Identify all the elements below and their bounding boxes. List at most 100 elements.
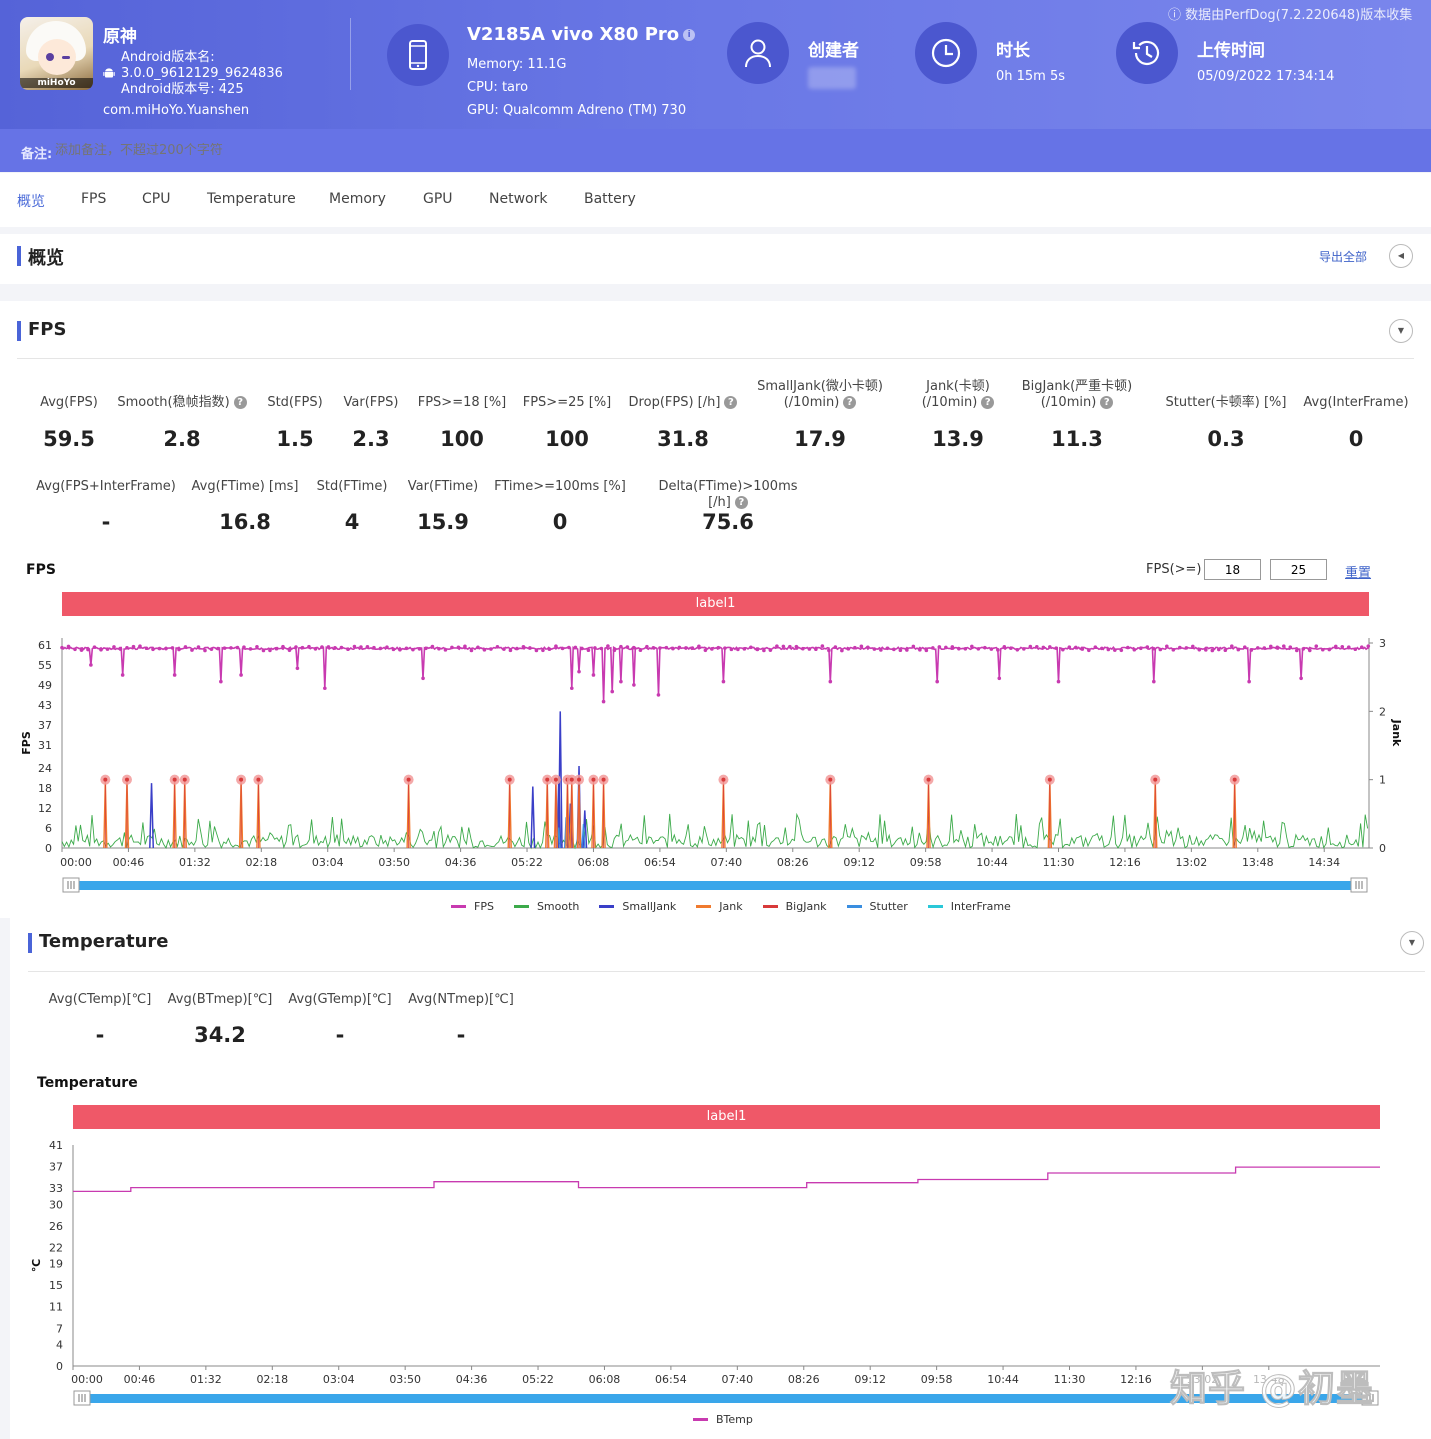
- legend-item[interactable]: Stutter: [846, 900, 908, 913]
- tab-gpu[interactable]: GPU: [423, 191, 453, 207]
- fps-point: [976, 647, 981, 651]
- metric-label: Avg(CTemp)[℃]: [48, 992, 152, 1007]
- metric-label: FTime>=100ms [%]: [494, 479, 626, 494]
- bigjank-dot: [182, 777, 187, 782]
- fps-point: [1119, 648, 1124, 653]
- legend-item[interactable]: BTemp: [693, 1413, 753, 1426]
- x-tick-label: 10:44: [976, 856, 1008, 869]
- x-tick-label: 06:54: [644, 856, 676, 869]
- y-tick-label: 6: [45, 822, 52, 835]
- fps-point: [1041, 645, 1046, 650]
- y-tick-label: 4: [56, 1338, 63, 1351]
- temperature-collapse-button[interactable]: ▼: [1400, 931, 1424, 955]
- temp-axis-title: ℃: [30, 1259, 43, 1272]
- fps-point: [183, 645, 188, 649]
- fps-point: [1178, 645, 1182, 650]
- temperature-chart[interactable]: 0 4 7 11 15 19 22 26 30 33 37 41 00:00 00:46 01:32 02:1…: [0, 1131, 1431, 1411]
- legend-item[interactable]: SmallJank: [599, 900, 676, 913]
- collapse-left-button[interactable]: ◀: [1389, 244, 1413, 268]
- fps-point: [1320, 647, 1325, 652]
- help-icon[interactable]: ?: [981, 396, 995, 409]
- fps-point: [1307, 648, 1312, 653]
- fps-point: [261, 648, 266, 653]
- metric-value: 0.3: [1207, 427, 1245, 451]
- help-icon[interactable]: ?: [1100, 396, 1114, 409]
- help-icon[interactable]: ?: [724, 396, 738, 409]
- bigjank-dot: [926, 777, 931, 782]
- fps-point: [352, 644, 357, 649]
- metric-value: 4: [344, 510, 360, 534]
- legend-item[interactable]: BigJank: [762, 900, 827, 913]
- fps-point: [190, 648, 194, 652]
- reset-threshold-button[interactable]: 重置: [1345, 566, 1372, 581]
- help-icon[interactable]: ?: [734, 496, 748, 509]
- x-tick-label: 11:30: [1054, 1373, 1086, 1386]
- tab-battery[interactable]: Battery: [584, 191, 636, 207]
- fps-point: [1132, 647, 1137, 652]
- info-icon[interactable]: i: [683, 29, 696, 41]
- legend-item[interactable]: InterFrame: [927, 900, 1011, 913]
- fps-point: [430, 644, 435, 649]
- fps-point: [619, 644, 623, 649]
- fps-point: [1054, 646, 1059, 650]
- legend-item[interactable]: Smooth: [513, 900, 579, 913]
- tab-cpu[interactable]: CPU: [142, 191, 171, 207]
- tab-temperature[interactable]: Temperature: [207, 191, 296, 207]
- fps-point: [762, 648, 766, 653]
- fps-point: [229, 646, 233, 650]
- fps-threshold-2-input[interactable]: [1270, 559, 1327, 580]
- metric-value: 13.9: [932, 427, 984, 451]
- fps-point: [775, 644, 779, 648]
- temperature-label-band[interactable]: label1: [73, 1105, 1380, 1129]
- fps-point: [970, 644, 974, 649]
- fps-collapse-button[interactable]: ▼: [1389, 319, 1413, 343]
- fps-label-band[interactable]: label1: [62, 592, 1369, 616]
- device-cpu: CPU: taro: [467, 80, 529, 95]
- data-source-note: ⓘ 数据由PerfDog(7.2.220648)版本收集: [1168, 8, 1413, 23]
- tab-fps[interactable]: FPS: [81, 191, 107, 207]
- tab-overview[interactable]: 概览: [17, 194, 45, 210]
- fps-point: [1262, 646, 1267, 650]
- fps-point: [1301, 647, 1306, 651]
- tab-network[interactable]: Network: [489, 191, 548, 207]
- fps-point: [437, 646, 441, 651]
- legend-item[interactable]: FPS: [451, 900, 494, 913]
- note-input[interactable]: [55, 143, 455, 158]
- y2-tick-label: 1: [1379, 774, 1386, 787]
- fps-point: [138, 644, 142, 649]
- tab-memory[interactable]: Memory: [329, 191, 386, 207]
- app-version-info: Android版本名: 3.0.0_9612129_9624836 Androi…: [121, 50, 283, 97]
- help-icon[interactable]: ?: [843, 396, 857, 409]
- bigjank-dot: [601, 777, 606, 782]
- fps-point: [411, 647, 415, 652]
- y-tick-label: 24: [38, 762, 52, 775]
- fps-point: [833, 645, 838, 649]
- help-icon[interactable]: ?: [233, 396, 247, 409]
- export-all-button[interactable]: 导出全部: [1319, 250, 1368, 264]
- legend-item[interactable]: Jank: [696, 900, 743, 913]
- fps-point: [1002, 644, 1007, 649]
- metric-label: Avg(FPS+InterFrame): [36, 479, 176, 494]
- chevron-left-icon: ◀: [1397, 251, 1405, 260]
- x-tick-label: 13:02: [1176, 856, 1208, 869]
- x-tick-label: 00:00: [60, 856, 92, 869]
- fps-point: [1015, 648, 1020, 652]
- watermark: 知乎 @初墨: [1170, 1367, 1374, 1411]
- fps-point: [599, 646, 604, 651]
- metric-value: 0: [552, 510, 568, 534]
- fps-point: [489, 647, 493, 651]
- fps-point: [866, 645, 870, 650]
- fps-point: [323, 686, 327, 691]
- fps-point: [658, 646, 662, 650]
- device-title: V2185A vivo X80 Pro i: [467, 24, 696, 45]
- temperature-chart-title: Temperature: [37, 1075, 138, 1091]
- fps-point: [684, 646, 688, 650]
- history-icon: [1116, 22, 1178, 84]
- device-memory: Memory: 11.1G: [467, 57, 567, 72]
- metric-label: Avg(InterFrame): [1303, 395, 1409, 410]
- x-tick-label: 12:16: [1109, 856, 1141, 869]
- bigjank-dot: [569, 777, 574, 782]
- fps-point: [996, 648, 1000, 652]
- fps-threshold-1-input[interactable]: [1204, 559, 1261, 580]
